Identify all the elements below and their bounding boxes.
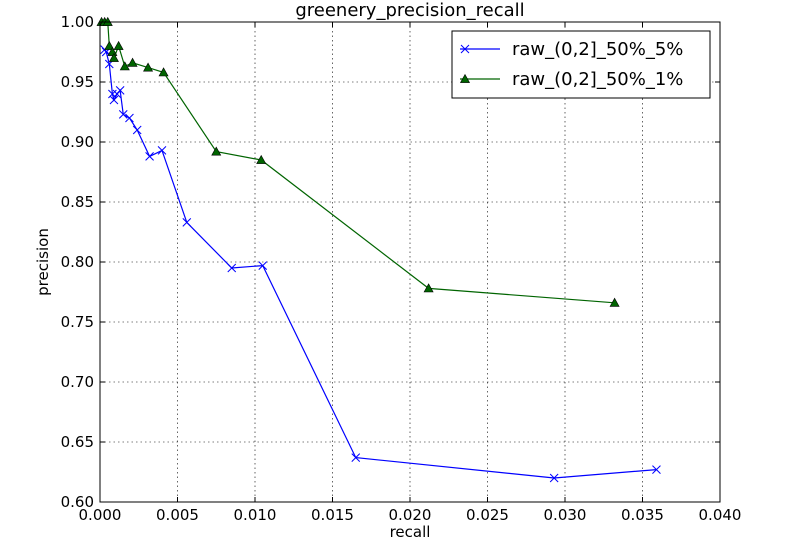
legend-label: raw_(0,2]_50%_1% bbox=[512, 69, 683, 90]
data-point bbox=[108, 52, 119, 62]
y-tick-label: 0.80 bbox=[61, 253, 94, 271]
data-point bbox=[118, 110, 128, 119]
y-tick-label: 0.95 bbox=[61, 73, 94, 91]
x-tick-label: 0.025 bbox=[466, 506, 509, 524]
data-point bbox=[652, 465, 661, 474]
data-point bbox=[132, 125, 142, 135]
data-point bbox=[182, 218, 192, 227]
data-point bbox=[258, 261, 268, 270]
y-tick-label: 0.85 bbox=[61, 193, 94, 211]
x-axis-label: recall bbox=[390, 523, 431, 540]
y-tick-label: 0.75 bbox=[61, 313, 94, 331]
x-tick-label: 0.015 bbox=[311, 506, 354, 524]
data-point bbox=[143, 62, 154, 72]
chart-title: greenery_precision_recall bbox=[295, 0, 524, 21]
legend-marker bbox=[460, 44, 470, 54]
y-tick-label: 0.65 bbox=[61, 433, 94, 451]
series-2 bbox=[96, 16, 620, 307]
y-tick-label: 0.90 bbox=[61, 133, 94, 151]
data-point bbox=[158, 67, 169, 77]
x-tick-label: 0.005 bbox=[156, 506, 199, 524]
legend-label: raw_(0,2]_50%_5% bbox=[512, 39, 683, 60]
data-point bbox=[113, 40, 124, 50]
data-point bbox=[549, 473, 559, 483]
legend: raw_(0,2]_50%_5% raw_(0,2]_50%_1% bbox=[451, 30, 711, 99]
data-point bbox=[423, 283, 434, 293]
data-point bbox=[127, 57, 138, 67]
data-point bbox=[107, 46, 118, 56]
y-axis-label: precision bbox=[34, 228, 52, 296]
data-point bbox=[104, 40, 115, 50]
plot-series bbox=[96, 16, 661, 483]
data-point bbox=[256, 154, 267, 164]
series-1 bbox=[100, 45, 661, 483]
x-tick-label: 0.035 bbox=[621, 506, 664, 524]
data-point bbox=[115, 86, 125, 95]
y-tick-label: 0.60 bbox=[61, 493, 94, 511]
legend-entry: raw_(0,2]_50%_5% bbox=[460, 39, 683, 60]
x-tick-label: 0.010 bbox=[234, 506, 277, 524]
x-tick-label: 0.040 bbox=[699, 506, 742, 524]
y-tick-label: 0.70 bbox=[61, 373, 94, 391]
legend-box bbox=[451, 30, 711, 99]
data-point bbox=[157, 146, 167, 155]
data-point bbox=[119, 61, 130, 71]
data-point bbox=[125, 113, 134, 123]
y-tick-label: 1.00 bbox=[61, 13, 94, 31]
data-point bbox=[109, 95, 119, 105]
legend-marker bbox=[459, 73, 471, 83]
series-line bbox=[104, 49, 657, 479]
data-point bbox=[609, 297, 620, 307]
axis-ticks: 0.000 0.005 0.010 0.015 0.020 0.025 0.030 0.035… bbox=[61, 13, 742, 524]
x-tick-label: 0.000 bbox=[79, 506, 122, 524]
legend-entry: raw_(0,2]_50%_1% bbox=[459, 69, 683, 90]
data-point bbox=[145, 152, 154, 161]
x-tick-label: 0.020 bbox=[389, 506, 432, 524]
data-point bbox=[227, 263, 237, 273]
x-tick-label: 0.030 bbox=[544, 506, 587, 524]
grid bbox=[100, 22, 720, 502]
data-point bbox=[211, 146, 222, 156]
data-point bbox=[351, 453, 361, 462]
